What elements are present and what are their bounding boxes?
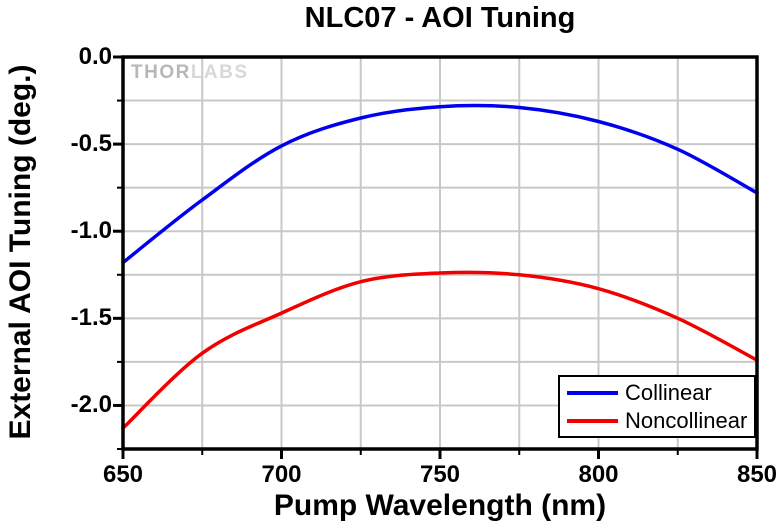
noncollinear-curve — [121, 270, 759, 430]
collinear-curve — [121, 103, 759, 265]
x-tick-label: 850 — [736, 461, 778, 488]
legend-item-noncollinear: Noncollinear — [560, 408, 754, 433]
legend-label-noncollinear: Noncollinear — [625, 408, 748, 433]
legend: Collinear Noncollinear — [558, 375, 756, 438]
y-tick-label: 0.0 — [78, 43, 112, 70]
x-axis-label: Pump Wavelength (nm) — [273, 489, 607, 522]
y-tick-label: -0.5 — [70, 130, 112, 158]
x-tick-label: 750 — [419, 461, 461, 488]
x-tick-label: 800 — [578, 461, 619, 488]
collinear-line-sample — [567, 390, 618, 395]
watermark-thor: THOR — [131, 62, 191, 83]
watermark-labs: LABS — [190, 62, 249, 83]
y-tick-label: -2.0 — [70, 391, 112, 419]
x-tick-label: 700 — [261, 461, 302, 488]
chart-title: NLC07 - AOI Tuning — [304, 2, 576, 34]
y-tick-label: -1.0 — [70, 217, 112, 245]
x-tick-label: 650 — [102, 461, 144, 488]
thorlabs-watermark: THORLABS — [131, 62, 249, 84]
legend-item-collinear: Collinear — [560, 380, 754, 405]
legend-label-collinear: Collinear — [625, 380, 712, 405]
y-tick-label: -1.5 — [70, 304, 112, 332]
noncollinear-line-sample — [567, 418, 618, 423]
